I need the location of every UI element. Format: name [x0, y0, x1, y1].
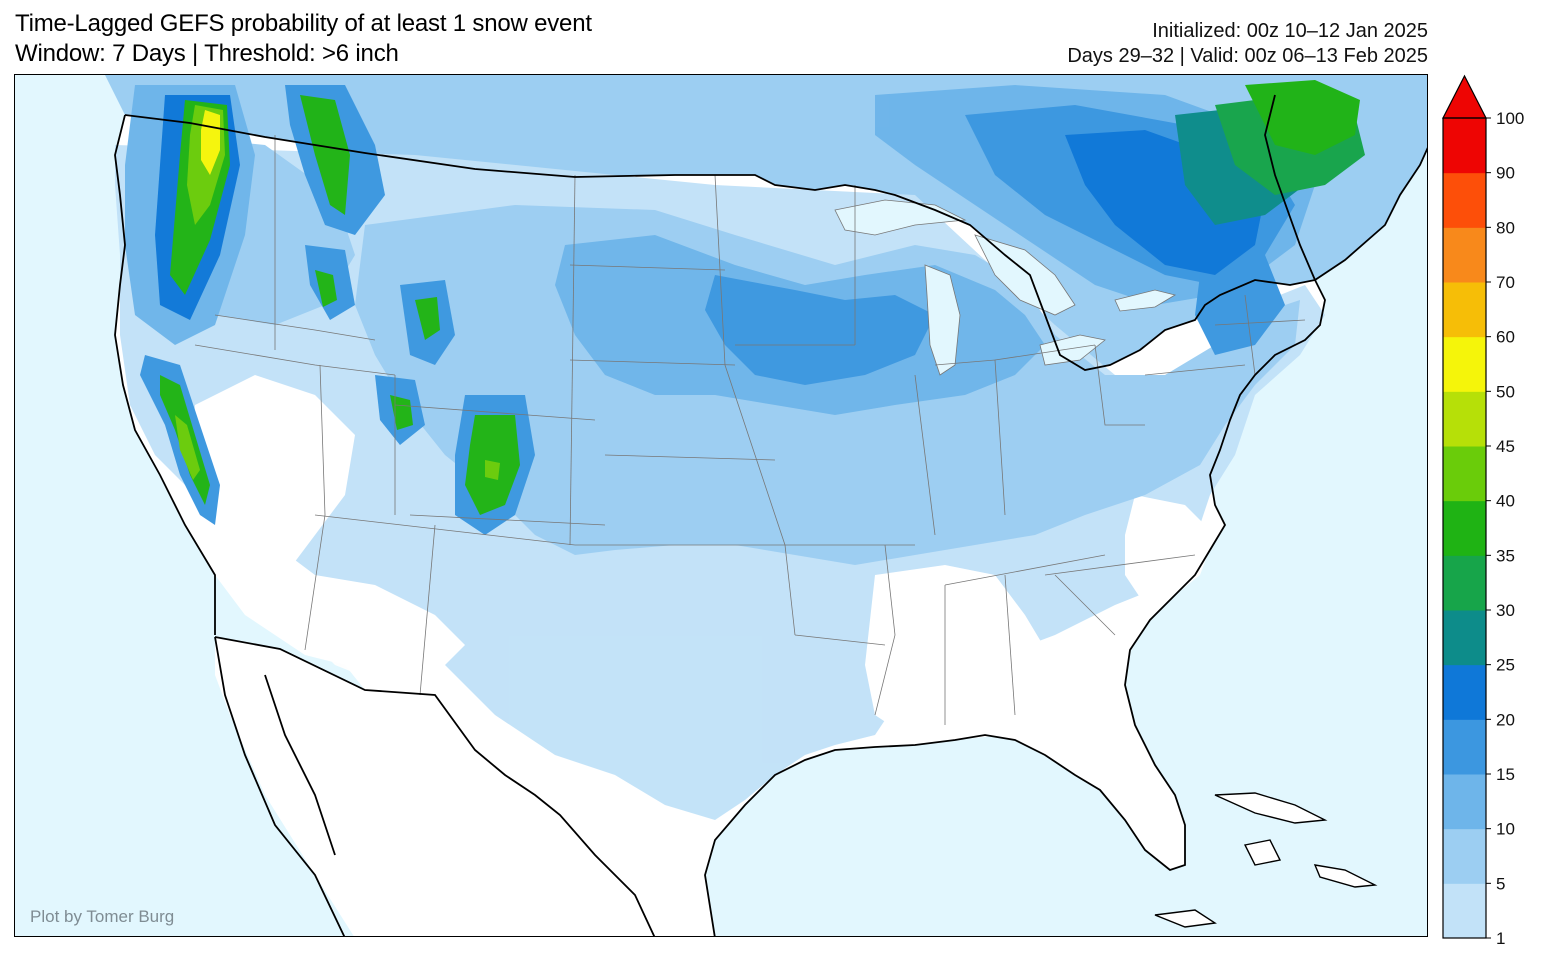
colorbar-tick-label: 15 — [1496, 765, 1515, 784]
colorbar-swatch — [1443, 446, 1486, 502]
colorbar-swatch — [1443, 118, 1486, 174]
colorbar-swatch — [1443, 774, 1486, 830]
colorbar-tick-label: 5 — [1496, 874, 1505, 893]
colorbar-tick-label: 60 — [1496, 328, 1515, 347]
colorbar-swatch — [1443, 555, 1486, 611]
colorbar-tick-label: 25 — [1496, 656, 1515, 675]
initialized-info: Initialized: 00z 10–12 Jan 2025 — [1152, 20, 1428, 42]
colorbar-tick-label: 90 — [1496, 164, 1515, 183]
colorbar-tick-label: 70 — [1496, 273, 1515, 292]
colorbar-swatch — [1443, 719, 1486, 775]
probability-map — [15, 75, 1427, 936]
colorbar-tick-label: 10 — [1496, 820, 1515, 839]
map-panel — [14, 74, 1428, 937]
probability-shading — [115, 80, 1365, 820]
national-borders — [114, 94, 1427, 936]
colorbar-tick-label: 40 — [1496, 492, 1515, 511]
colorbar-swatch — [1443, 227, 1486, 283]
colorbar-tick-label: 80 — [1496, 218, 1515, 237]
colorbar-swatch — [1443, 883, 1486, 939]
colorbar-tick-label: 50 — [1496, 382, 1515, 401]
colorbar-swatch — [1443, 391, 1486, 447]
mexico-land — [215, 637, 655, 936]
colorbar-swatch — [1443, 336, 1486, 392]
colorbar-swatch — [1443, 828, 1486, 884]
caribbean-islands — [1154, 792, 1378, 928]
map-title-line-2: Window: 7 Days | Threshold: >6 inch — [15, 40, 399, 67]
colorbar-tick-label: 35 — [1496, 546, 1515, 565]
colorbar-tick-label: 45 — [1496, 437, 1515, 456]
colorbar-swatches — [1442, 74, 1487, 939]
colorbar-swatch — [1443, 172, 1486, 228]
plot-credit: Plot by Tomer Burg — [30, 907, 175, 926]
colorbar-swatch — [1443, 664, 1486, 720]
colorbar-extend-arrow — [1442, 74, 1487, 119]
colorbar-tick-label: 100 — [1496, 109, 1524, 128]
colorbar-swatch — [1443, 610, 1486, 666]
valid-info: Days 29–32 | Valid: 00z 06–13 Feb 2025 — [1067, 45, 1428, 67]
state-boundaries — [194, 135, 1306, 725]
colorbar-outline — [1442, 117, 1487, 939]
colorbar-tick-label: 20 — [1496, 710, 1515, 729]
colorbar-tick-label: 1 — [1496, 929, 1505, 944]
map-title-line-1: Time-Lagged GEFS probability of at least… — [15, 10, 592, 37]
colorbar-tick-label: 30 — [1496, 601, 1515, 620]
colorbar-swatch — [1443, 282, 1486, 338]
colorbar-swatch — [1443, 500, 1486, 556]
